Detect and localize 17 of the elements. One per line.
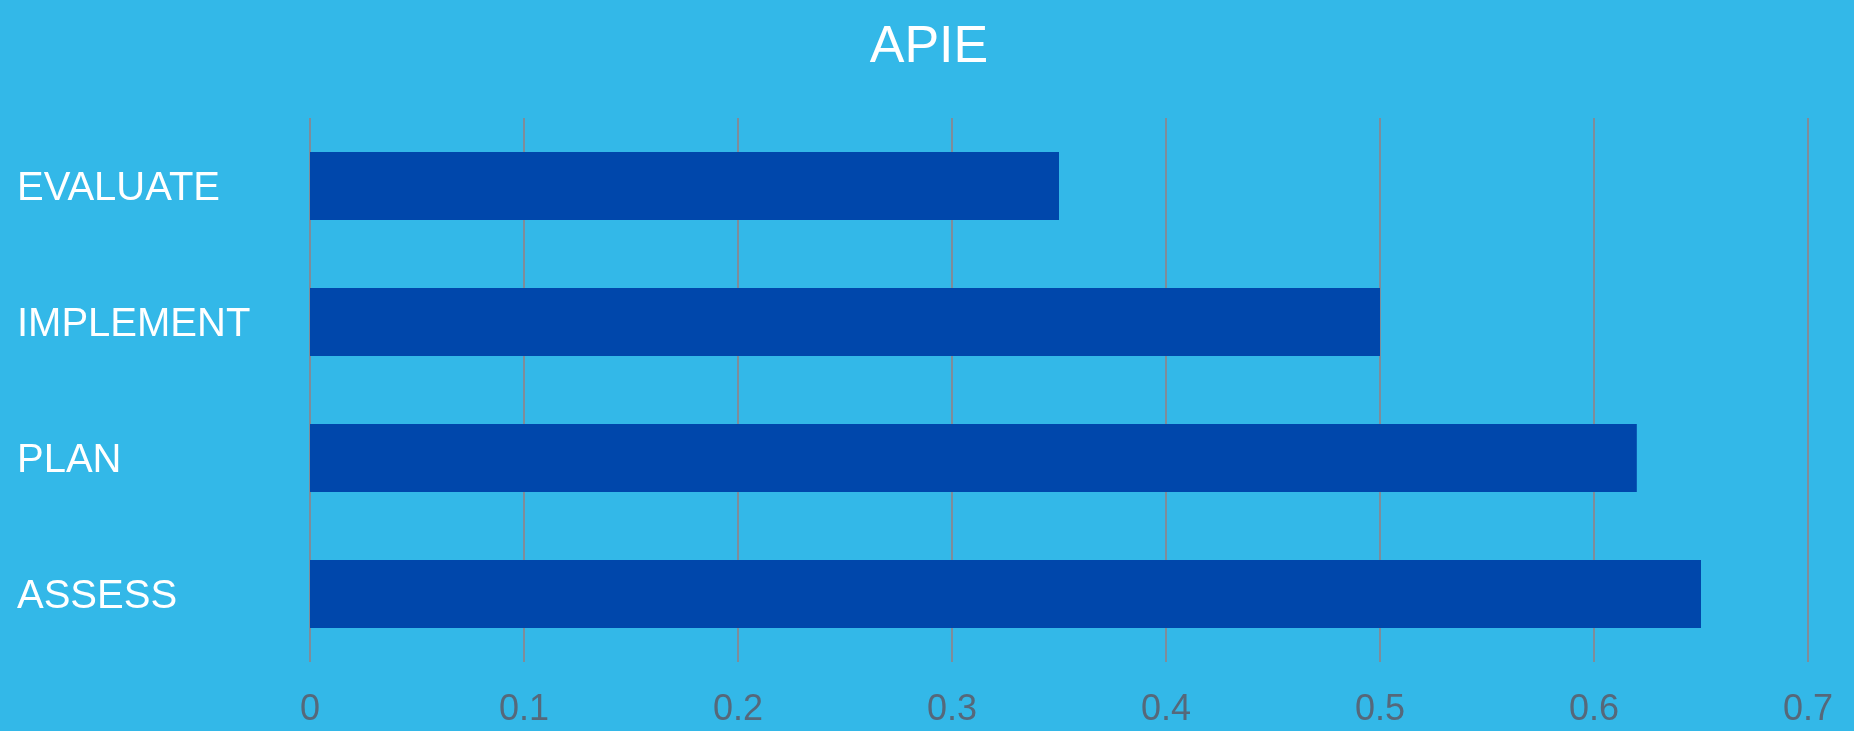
x-tick-label: 0.7 (1782, 687, 1834, 728)
x-tick-label: 0.1 (498, 687, 550, 728)
x-tick-label: 0.4 (1140, 687, 1192, 728)
y-tick-label: EVALUATE (17, 164, 221, 208)
y-tick-label: ASSESS (17, 572, 178, 616)
bar (310, 424, 1637, 492)
bar (310, 560, 1701, 628)
x-tick-label: 0.2 (712, 687, 764, 728)
bar (310, 288, 1380, 356)
x-tick-label: 0.3 (926, 687, 978, 728)
y-tick-label: PLAN (17, 436, 122, 480)
y-tick-label: IMPLEMENT (17, 300, 251, 344)
x-tick-label: 0.6 (1568, 687, 1620, 728)
x-tick-label: 0 (299, 687, 321, 728)
bar (310, 152, 1059, 220)
x-tick-label: 0.5 (1354, 687, 1406, 728)
chart-title: APIE (869, 15, 989, 73)
